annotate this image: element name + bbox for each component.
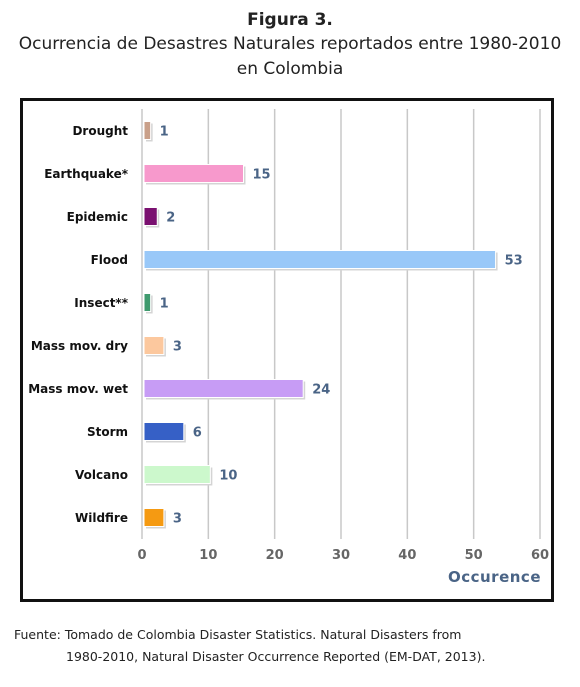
x-axis-title: Occurence: [448, 568, 541, 586]
category-label: Drought: [72, 124, 128, 138]
category-label: Mass mov. dry: [31, 339, 128, 353]
x-tick-label: 30: [332, 548, 350, 563]
bar-volcano: [143, 465, 211, 484]
source-note: Fuente: Tomado de Colombia Disaster Stat…: [14, 624, 574, 668]
category-label: Epidemic: [67, 210, 128, 224]
value-label: 1: [160, 125, 169, 140]
figure-title-line-1: Ocurrencia de Desastres Naturales report…: [18, 34, 562, 54]
value-label: 6: [193, 426, 202, 441]
chart-frame: 0 10 20 30 40 50 60 Drought 1 Earthquake* 15 Epidem…: [20, 98, 554, 602]
category-label: Mass mov. wet: [28, 382, 128, 396]
x-tick-label: 40: [398, 548, 416, 563]
x-tick-label: 50: [465, 548, 483, 563]
category-label: Wildfire: [75, 511, 128, 525]
value-label: 24: [312, 383, 330, 398]
value-label: 1: [160, 297, 169, 312]
bar-flood: [143, 250, 497, 269]
bar-storm: [143, 422, 185, 441]
labels: 0 10 20 30 40 50 60 Drought 1 Earthquake* 15 Epidem…: [28, 124, 549, 563]
category-label: Insect**: [74, 296, 128, 310]
category-label: Flood: [91, 253, 128, 267]
figure-number: Figura 3.: [247, 10, 333, 30]
bar-epidemic: [143, 207, 158, 226]
bar-insect: [143, 293, 152, 312]
value-label: 2: [166, 211, 175, 226]
value-label: 15: [253, 168, 271, 183]
value-label: 53: [505, 254, 523, 269]
bar-mass-mov-dry: [143, 336, 165, 355]
figure-heading: Figura 3. Ocurrencia de Desastres Natura…: [0, 8, 580, 82]
bar-chart: 0 10 20 30 40 50 60 Drought 1 Earthquake* 15 Epidem…: [28, 109, 549, 586]
category-label: Earthquake*: [44, 167, 129, 181]
category-label: Storm: [87, 425, 128, 439]
bars: [143, 121, 498, 529]
x-tick-label: 0: [137, 548, 146, 563]
bar-drought: [143, 121, 152, 140]
bar-wildfire: [143, 508, 165, 527]
value-label: 3: [173, 340, 182, 355]
x-tick-label: 60: [531, 548, 549, 563]
bar-earthquake: [143, 164, 244, 183]
bar-mass-mov-wet: [143, 379, 304, 398]
value-label: 3: [173, 512, 182, 527]
source-line-2: 1980-2010, Natural Disaster Occurrence R…: [66, 649, 486, 664]
x-tick-label: 10: [199, 548, 217, 563]
figure-title-line-2: en Colombia: [236, 59, 344, 79]
source-line-1: Fuente: Tomado de Colombia Disaster Stat…: [14, 627, 462, 642]
value-label: 10: [219, 469, 237, 484]
category-label: Volcano: [75, 468, 128, 482]
x-tick-label: 20: [266, 548, 284, 563]
